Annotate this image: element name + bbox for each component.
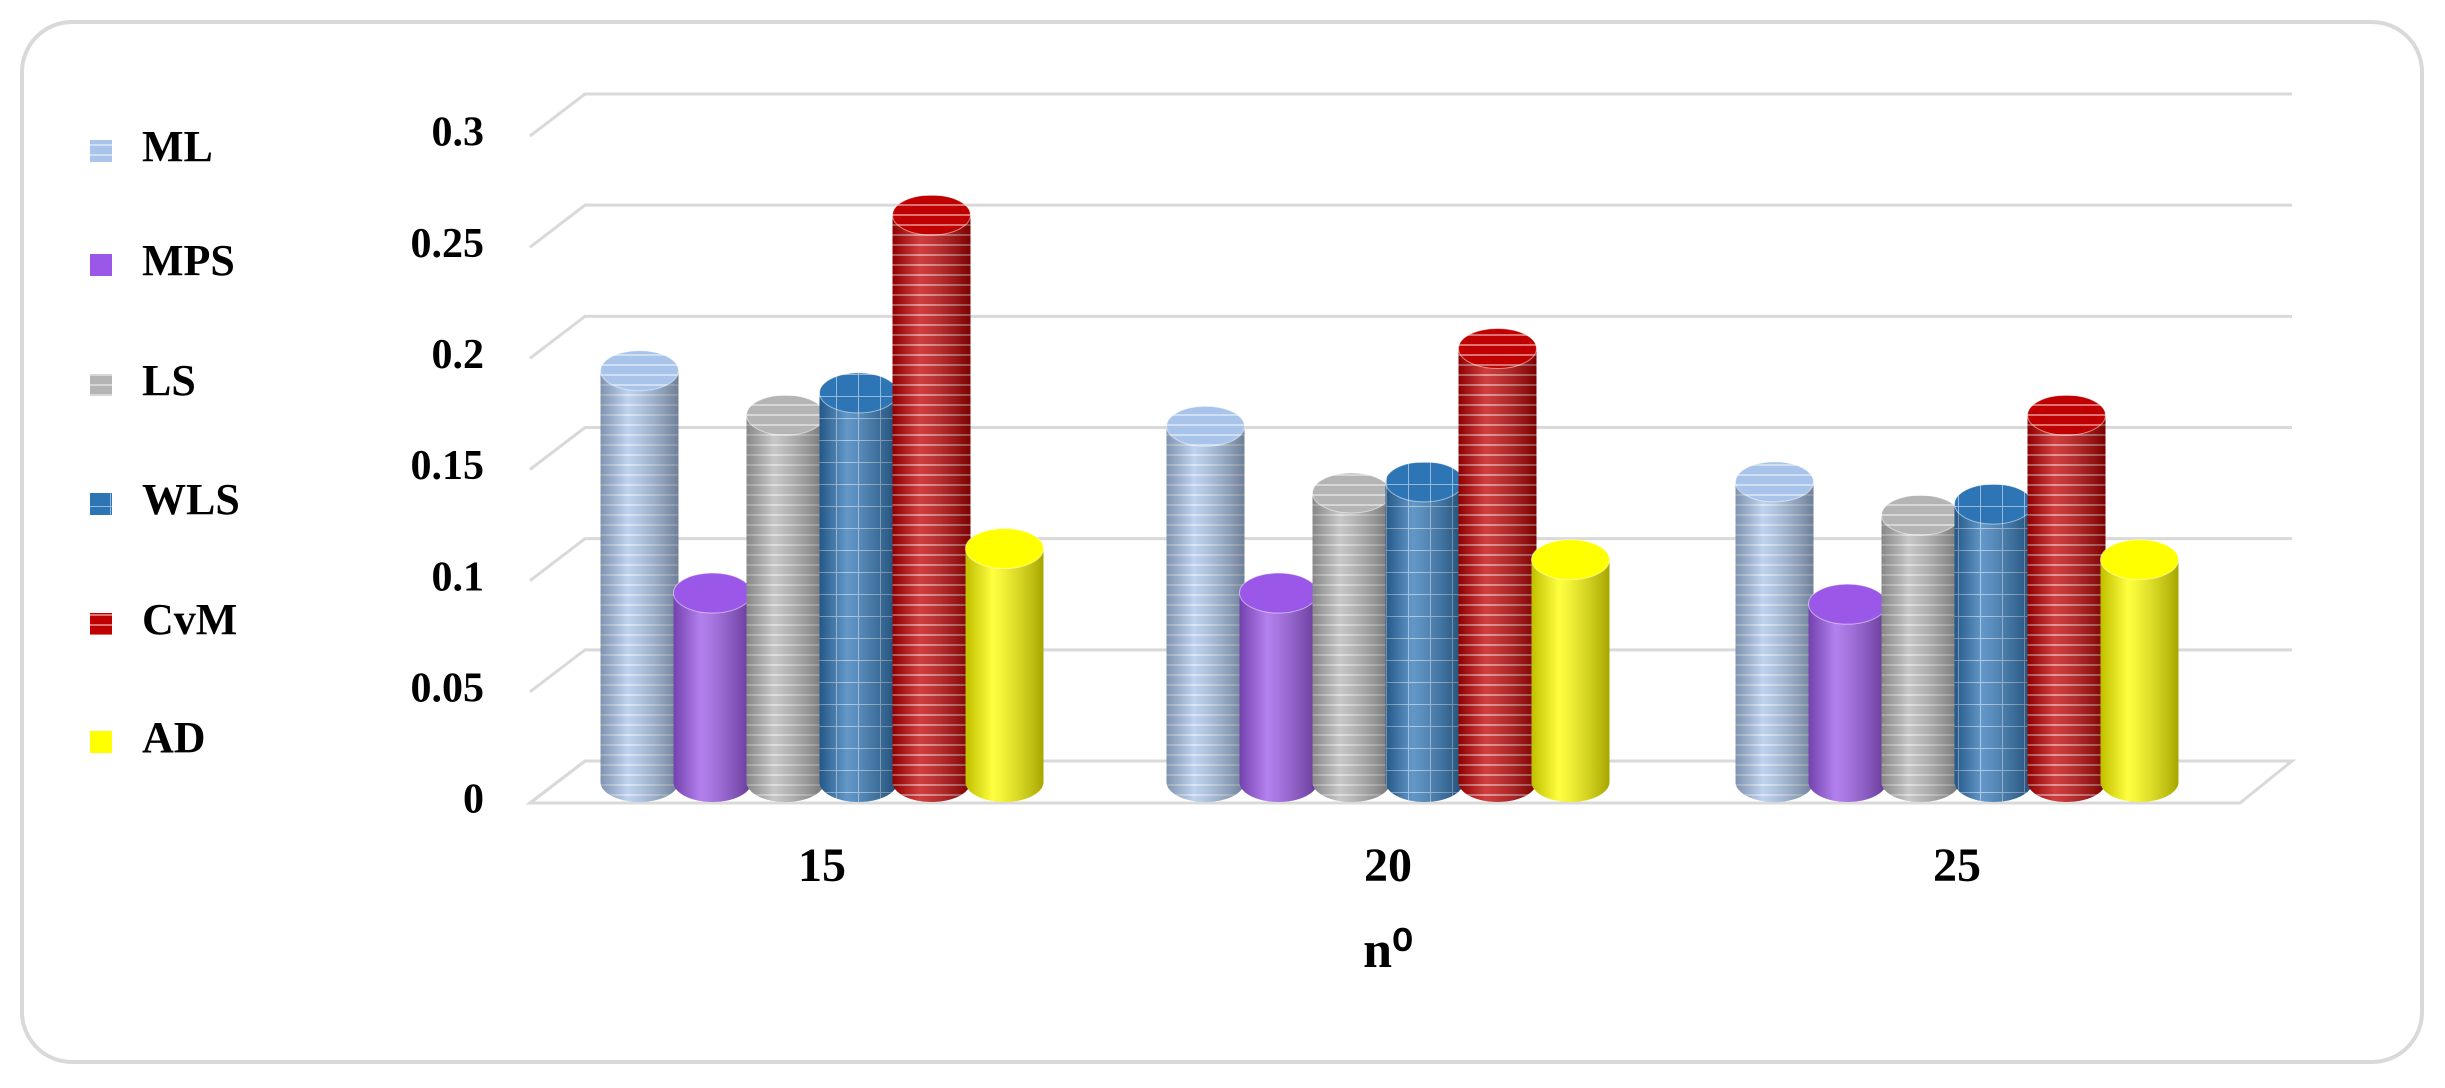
grid-line (529, 92, 2292, 138)
y-tick-label: 0.25 (411, 221, 485, 267)
bar-cap (1531, 539, 1610, 581)
bar-shade (2027, 415, 2106, 803)
y-tick-label: 0.3 (432, 110, 485, 156)
bar-shade (965, 548, 1044, 803)
legend-label: ML (142, 122, 213, 171)
legend-marker (90, 254, 112, 276)
bar-cap-texture (892, 195, 971, 236)
legend-label: AD (142, 713, 206, 762)
y-tick-label: 0.2 (432, 332, 485, 378)
bar-shade (673, 593, 752, 803)
legend-marker-texture (90, 374, 112, 396)
bar-cap-texture (1881, 495, 1960, 536)
grid-line (529, 426, 2292, 471)
y-tick-label: 0.05 (411, 665, 485, 711)
y-tick-label: 0.15 (411, 443, 485, 489)
bar-cap-texture (600, 350, 679, 391)
x-tick-label: 25 (1933, 839, 1981, 892)
legend-label: WLS (142, 475, 240, 524)
bar-cap-texture (819, 372, 898, 413)
bar-shade (1808, 604, 1887, 803)
bar-cap-texture (1166, 406, 1245, 447)
bar-shade (746, 415, 825, 803)
x-tick-label: 15 (798, 839, 846, 892)
grid-line (529, 314, 2292, 360)
y-tick-label: 0.1 (432, 554, 485, 600)
bar-cap-texture (1312, 472, 1391, 513)
bar-shade (1458, 348, 1537, 803)
grid-line (529, 537, 2292, 582)
bar-cap (673, 572, 752, 614)
bar-shade (819, 392, 898, 803)
y-tick-label: 0 (463, 777, 484, 823)
x-axis-title: n⁰ (1363, 922, 1413, 979)
bar-cap-texture (746, 395, 825, 436)
legend-label: LS (142, 356, 196, 405)
legend-marker-texture (90, 613, 112, 635)
bar-shade (1881, 515, 1960, 803)
bar-shade (1385, 481, 1464, 803)
legend-marker-texture (90, 140, 112, 162)
bar-shade (2100, 559, 2179, 803)
legend-label: CvM (142, 595, 237, 644)
bar-shade (1954, 504, 2033, 803)
bar-shade (1312, 492, 1391, 803)
legend-label: MPS (142, 236, 235, 285)
bar-cap (1239, 572, 1318, 614)
bar-shade (600, 370, 679, 803)
bar-shade (1239, 593, 1318, 803)
grid-line (529, 648, 2292, 694)
legend-marker (90, 731, 112, 753)
bar-cap-texture (1735, 461, 1814, 502)
bar-shade (1531, 559, 1610, 803)
grid-line (529, 203, 2292, 249)
bar-cap-texture (1385, 461, 1464, 502)
x-tick-label: 20 (1364, 839, 1412, 892)
bar-shade (1735, 481, 1814, 803)
bar-shade (892, 215, 971, 803)
bar-cap-texture (1954, 484, 2033, 525)
legend-marker-texture (90, 493, 112, 515)
bar-cap (965, 528, 1044, 570)
grid-line (529, 759, 2292, 805)
bar-cap (1808, 583, 1887, 625)
bar-cap (2100, 539, 2179, 581)
bar-cap-texture (2027, 395, 2106, 436)
bar-cap-texture (1458, 328, 1537, 369)
bar-shade (1166, 426, 1245, 803)
